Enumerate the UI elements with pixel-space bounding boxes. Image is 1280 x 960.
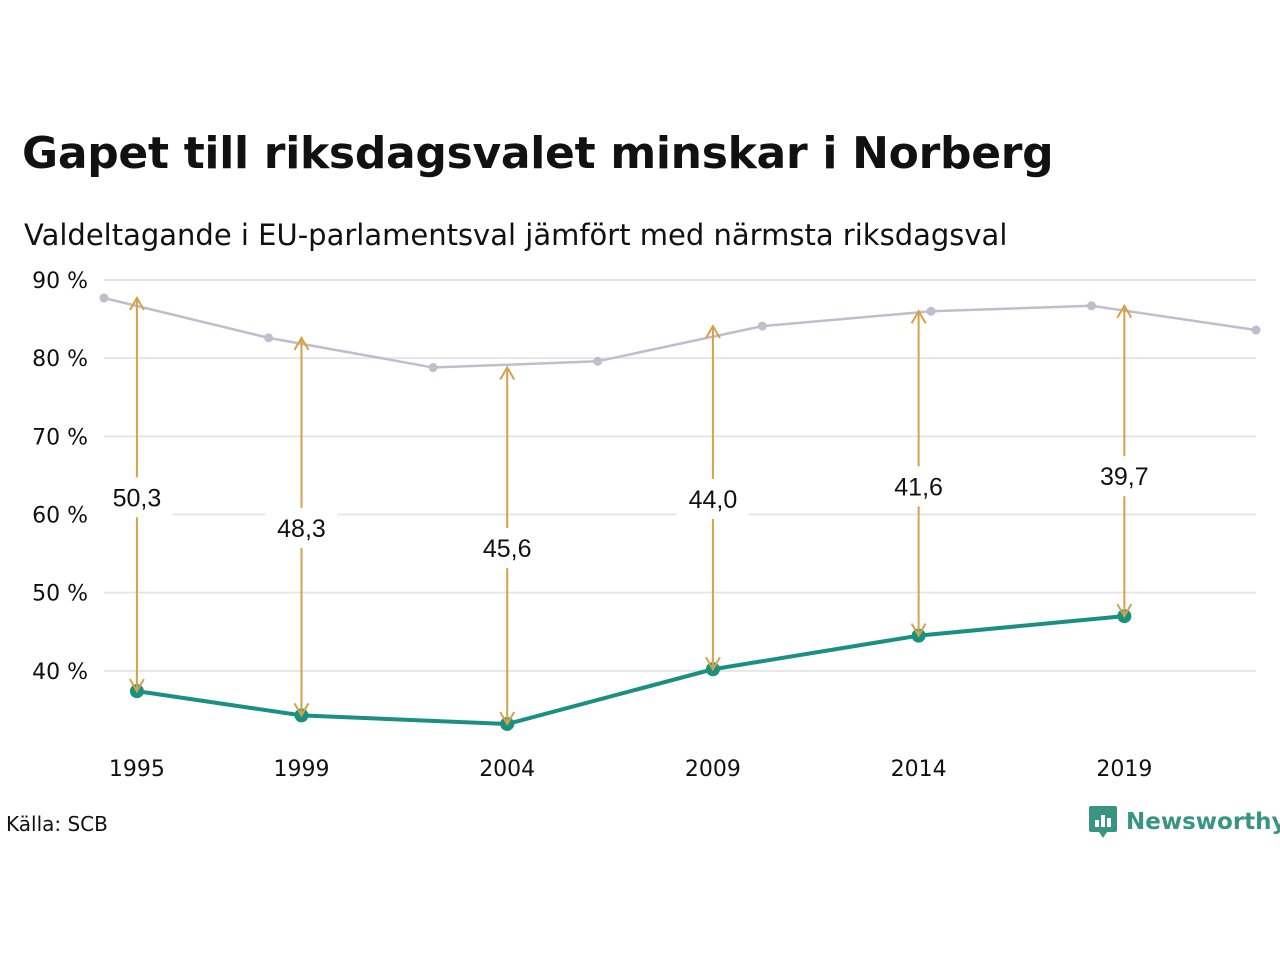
riksdag-point (99, 293, 109, 303)
gap-arrows: 50,3 48,3 45,6 44,0 41,6 39,7 (100, 295, 1161, 726)
riksdag-point (264, 333, 274, 343)
gap-arrowhead-bottom (910, 623, 927, 638)
riksdag-point (926, 306, 936, 316)
gap-arrowhead-top (499, 365, 516, 381)
gap-arrowhead-bottom (499, 711, 516, 726)
x-tick-label: 1999 (273, 757, 329, 782)
riksdag-point (593, 356, 603, 366)
series-riksdag (99, 293, 1261, 373)
riksdag-point (428, 363, 438, 373)
gap-arrowhead-bottom (1116, 603, 1133, 619)
x-tick-label: 2009 (685, 757, 741, 782)
source-note: Källa: SCB (6, 812, 108, 836)
x-axis-labels: 1995 1999 2004 2009 2014 2019 (109, 757, 1152, 782)
gap-label: 44,0 (689, 486, 738, 514)
y-tick-label: 40 % (32, 660, 88, 685)
riksdag-point (757, 321, 767, 331)
x-tick-label: 1995 (109, 757, 165, 782)
gap-label-bg (1088, 456, 1161, 497)
y-tick-label: 90 % (32, 269, 88, 294)
gap-arrow: 48,3 (265, 335, 338, 718)
gap-arrowhead-top (293, 335, 310, 351)
gap-label-bg (471, 528, 544, 569)
gap-arrow: 45,6 (471, 365, 544, 726)
gap-arrow: 44,0 (676, 324, 749, 672)
gap-label-bg (100, 477, 173, 518)
gap-label-bg (265, 507, 338, 548)
gap-arrowhead-top (129, 295, 145, 311)
x-tick-label: 2014 (891, 757, 947, 782)
x-tick-label: 2004 (479, 757, 535, 782)
newsworthy-logo-icon (1089, 806, 1117, 838)
gap-label: 48,3 (277, 515, 326, 543)
chart-title: Gapet till riksdagsvalet minskar i Norbe… (22, 128, 1054, 179)
eu-line (136, 614, 1125, 726)
y-axis-labels: 40 % 50 % 60 % 70 % 80 % 90 % (32, 269, 88, 685)
y-tick-label: 70 % (32, 425, 88, 450)
x-tick-label: 2019 (1096, 757, 1152, 782)
gap-arrowhead-bottom (705, 656, 721, 672)
gap-label: 39,7 (1100, 463, 1149, 491)
y-tick-label: 80 % (32, 347, 88, 372)
gap-arrowhead-bottom (293, 702, 310, 718)
gap-arrow: 39,7 (1088, 303, 1161, 619)
y-tick-label: 50 % (32, 582, 88, 607)
brand-logo: Newsworthy (1088, 804, 1280, 840)
chart-subtitle: Valdeltagande i EU-parlamentsval jämfört… (24, 218, 1008, 252)
gap-label: 41,6 (894, 473, 943, 501)
gap-label-bg (676, 478, 749, 519)
riksdag-line (103, 296, 1257, 369)
y-tick-label: 60 % (32, 504, 88, 529)
gap-arrowhead-top (910, 309, 927, 324)
gap-arrowhead-bottom (129, 678, 145, 694)
riksdag-point (1086, 301, 1096, 311)
gap-label: 50,3 (113, 484, 162, 512)
gap-label-bg (882, 466, 955, 507)
gap-arrowhead-top (1116, 303, 1133, 319)
riksdag-point (1251, 325, 1261, 335)
brand-name: Newsworthy (1126, 809, 1280, 835)
gap-arrowhead-top (705, 324, 721, 339)
gap-label: 45,6 (483, 535, 532, 563)
gap-arrow: 50,3 (100, 295, 173, 694)
gap-arrow: 41,6 (882, 309, 955, 638)
